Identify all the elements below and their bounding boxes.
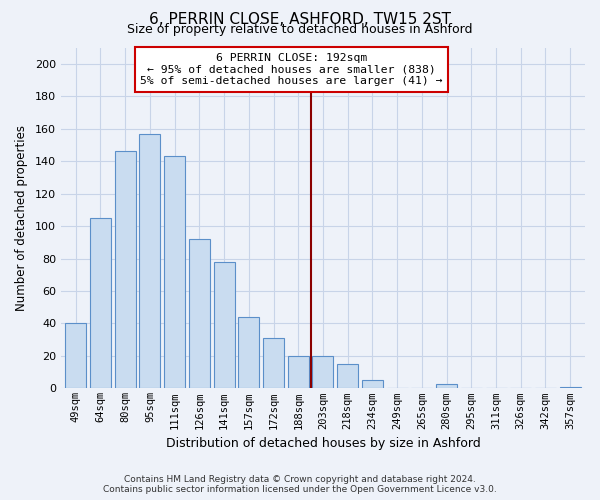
Text: Size of property relative to detached houses in Ashford: Size of property relative to detached ho… — [127, 24, 473, 36]
Bar — [115, 152, 136, 388]
Bar — [214, 262, 235, 388]
Bar — [90, 218, 111, 388]
X-axis label: Distribution of detached houses by size in Ashford: Distribution of detached houses by size … — [166, 437, 481, 450]
Bar — [337, 364, 358, 388]
Bar — [560, 387, 581, 388]
Bar — [238, 317, 259, 388]
Bar — [164, 156, 185, 388]
Bar — [436, 384, 457, 388]
Bar — [65, 324, 86, 388]
Bar — [189, 239, 210, 388]
Bar — [288, 356, 309, 388]
Bar — [263, 338, 284, 388]
Y-axis label: Number of detached properties: Number of detached properties — [15, 125, 28, 311]
Text: Contains HM Land Registry data © Crown copyright and database right 2024.
Contai: Contains HM Land Registry data © Crown c… — [103, 474, 497, 494]
Bar — [362, 380, 383, 388]
Bar — [313, 356, 334, 388]
Bar — [139, 134, 160, 388]
Text: 6, PERRIN CLOSE, ASHFORD, TW15 2ST: 6, PERRIN CLOSE, ASHFORD, TW15 2ST — [149, 12, 451, 28]
Text: 6 PERRIN CLOSE: 192sqm
← 95% of detached houses are smaller (838)
5% of semi-det: 6 PERRIN CLOSE: 192sqm ← 95% of detached… — [140, 52, 443, 86]
